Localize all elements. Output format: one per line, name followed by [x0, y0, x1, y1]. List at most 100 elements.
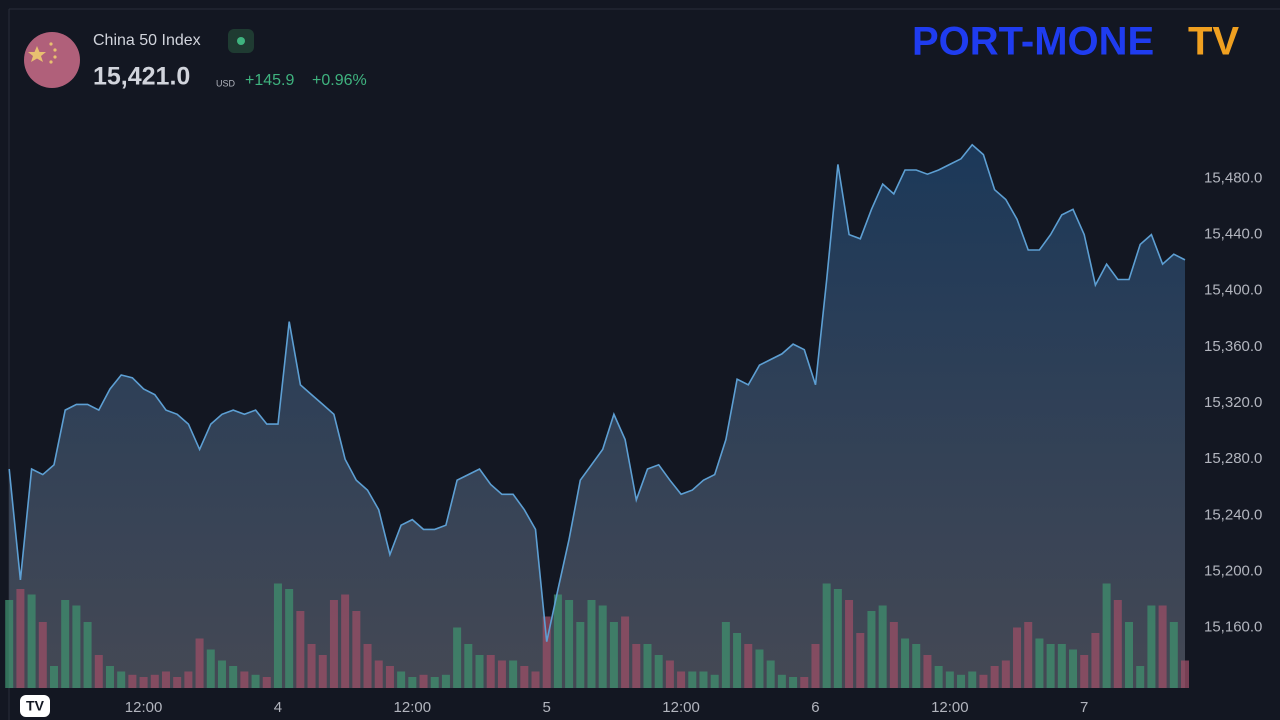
- volume-bar: [520, 666, 529, 688]
- volume-bar: [710, 674, 719, 688]
- volume-bar: [61, 600, 70, 688]
- flag-star: [28, 46, 46, 62]
- volume-bar: [934, 666, 943, 688]
- volume-bar: [721, 622, 730, 688]
- x-tick-label: 12:00: [125, 699, 163, 716]
- volume-bar: [957, 674, 966, 688]
- volume-bar: [419, 674, 428, 688]
- volume-bar: [789, 677, 798, 688]
- plot: [5, 143, 1189, 689]
- last-price: 15,421.0: [93, 63, 190, 91]
- volume-bar: [1001, 660, 1010, 688]
- currency: USD: [216, 78, 236, 88]
- logo-tv: TV: [1188, 20, 1239, 64]
- x-tick-label: 12:00: [931, 699, 969, 716]
- volume-bar: [307, 644, 316, 688]
- volume-bar: [262, 677, 271, 688]
- volume-bar: [229, 666, 238, 688]
- volume-bar: [285, 589, 294, 688]
- y-tick-label: 15,320.0: [1204, 394, 1262, 411]
- volume-bar: [867, 611, 876, 688]
- volume-bar: [531, 671, 540, 688]
- volume-bar: [1057, 644, 1066, 688]
- volume-bar: [173, 677, 182, 688]
- x-tick-label: 12:00: [394, 699, 432, 716]
- volume-bar: [16, 589, 25, 688]
- volume-bar: [150, 674, 159, 688]
- price-line: [8, 143, 1186, 642]
- flag-star: [53, 48, 57, 52]
- volume-bar: [912, 644, 921, 688]
- y-tick-label: 15,360.0: [1204, 338, 1262, 355]
- volume-bar: [576, 622, 585, 688]
- volume-bar: [240, 671, 249, 688]
- volume-bar: [1013, 627, 1022, 688]
- volume-bar: [553, 594, 562, 688]
- volume-bar: [430, 677, 439, 688]
- logo-text: PORT-MONE: [912, 20, 1154, 64]
- x-tick-label: 6: [811, 699, 819, 716]
- volume-bar: [1035, 638, 1044, 688]
- volume-bar: [1091, 633, 1100, 688]
- volume-bar: [475, 655, 484, 688]
- volume-bar: [1102, 583, 1111, 688]
- volume-bar: [777, 674, 786, 688]
- volume-bar: [273, 583, 282, 688]
- volume-bar: [251, 674, 260, 688]
- volume-bar: [408, 677, 417, 688]
- volume-bar: [184, 671, 193, 688]
- x-tick-label: 12:00: [662, 699, 700, 716]
- volume-bar: [374, 660, 383, 688]
- volume-bar: [1046, 644, 1055, 688]
- volume-bar: [800, 677, 809, 688]
- volume-bar: [968, 671, 977, 688]
- volume-bar: [5, 600, 14, 688]
- volume-bar: [632, 644, 641, 688]
- volume-bar: [296, 611, 305, 688]
- x-tick-label: 5: [543, 699, 551, 716]
- volume-bar: [363, 644, 372, 688]
- volume-bar: [352, 611, 361, 688]
- tv-logo: [20, 695, 50, 717]
- volume-bar: [1125, 622, 1134, 688]
- y-tick-label: 15,200.0: [1204, 562, 1262, 579]
- flag-star: [49, 60, 53, 64]
- volume-bar: [385, 666, 394, 688]
- volume-bar: [901, 638, 910, 688]
- volume-bar: [341, 594, 350, 688]
- volume-bar: [845, 600, 854, 688]
- volume-bar: [206, 649, 215, 688]
- volume-bar: [453, 627, 462, 688]
- y-tick-label: 15,280.0: [1204, 450, 1262, 467]
- price-change-percent: +0.96%: [312, 72, 367, 89]
- flag-star: [49, 42, 53, 46]
- status-dot: [237, 37, 245, 45]
- volume-bar: [699, 671, 708, 688]
- y-tick-label: 15,240.0: [1204, 506, 1262, 523]
- volume-bar: [677, 671, 686, 688]
- volume-bar: [27, 594, 36, 688]
- volume-bar: [923, 655, 932, 688]
- volume-bar: [1024, 622, 1033, 688]
- volume-bar: [990, 666, 999, 688]
- volume-bar: [665, 660, 674, 688]
- volume-bar: [464, 644, 473, 688]
- volume-bar: [1181, 660, 1189, 688]
- volume-bar: [318, 655, 327, 688]
- volume-bar: [565, 600, 574, 688]
- volume-bar: [1136, 666, 1145, 688]
- volume-bar: [128, 674, 137, 688]
- volume-bar: [833, 589, 842, 688]
- volume-bar: [811, 644, 820, 688]
- volume-bar: [889, 622, 898, 688]
- volume-bar: [94, 655, 103, 688]
- y-tick-label: 15,160.0: [1204, 619, 1262, 636]
- volume-bar: [105, 666, 114, 688]
- tv-logo-text: TV: [26, 698, 45, 714]
- flag-icon: [24, 32, 80, 88]
- volume-bar: [139, 677, 148, 688]
- volume-bar: [1169, 622, 1178, 688]
- volume-bar: [856, 633, 865, 688]
- volume-bar: [497, 660, 506, 688]
- volume-bar: [49, 666, 58, 688]
